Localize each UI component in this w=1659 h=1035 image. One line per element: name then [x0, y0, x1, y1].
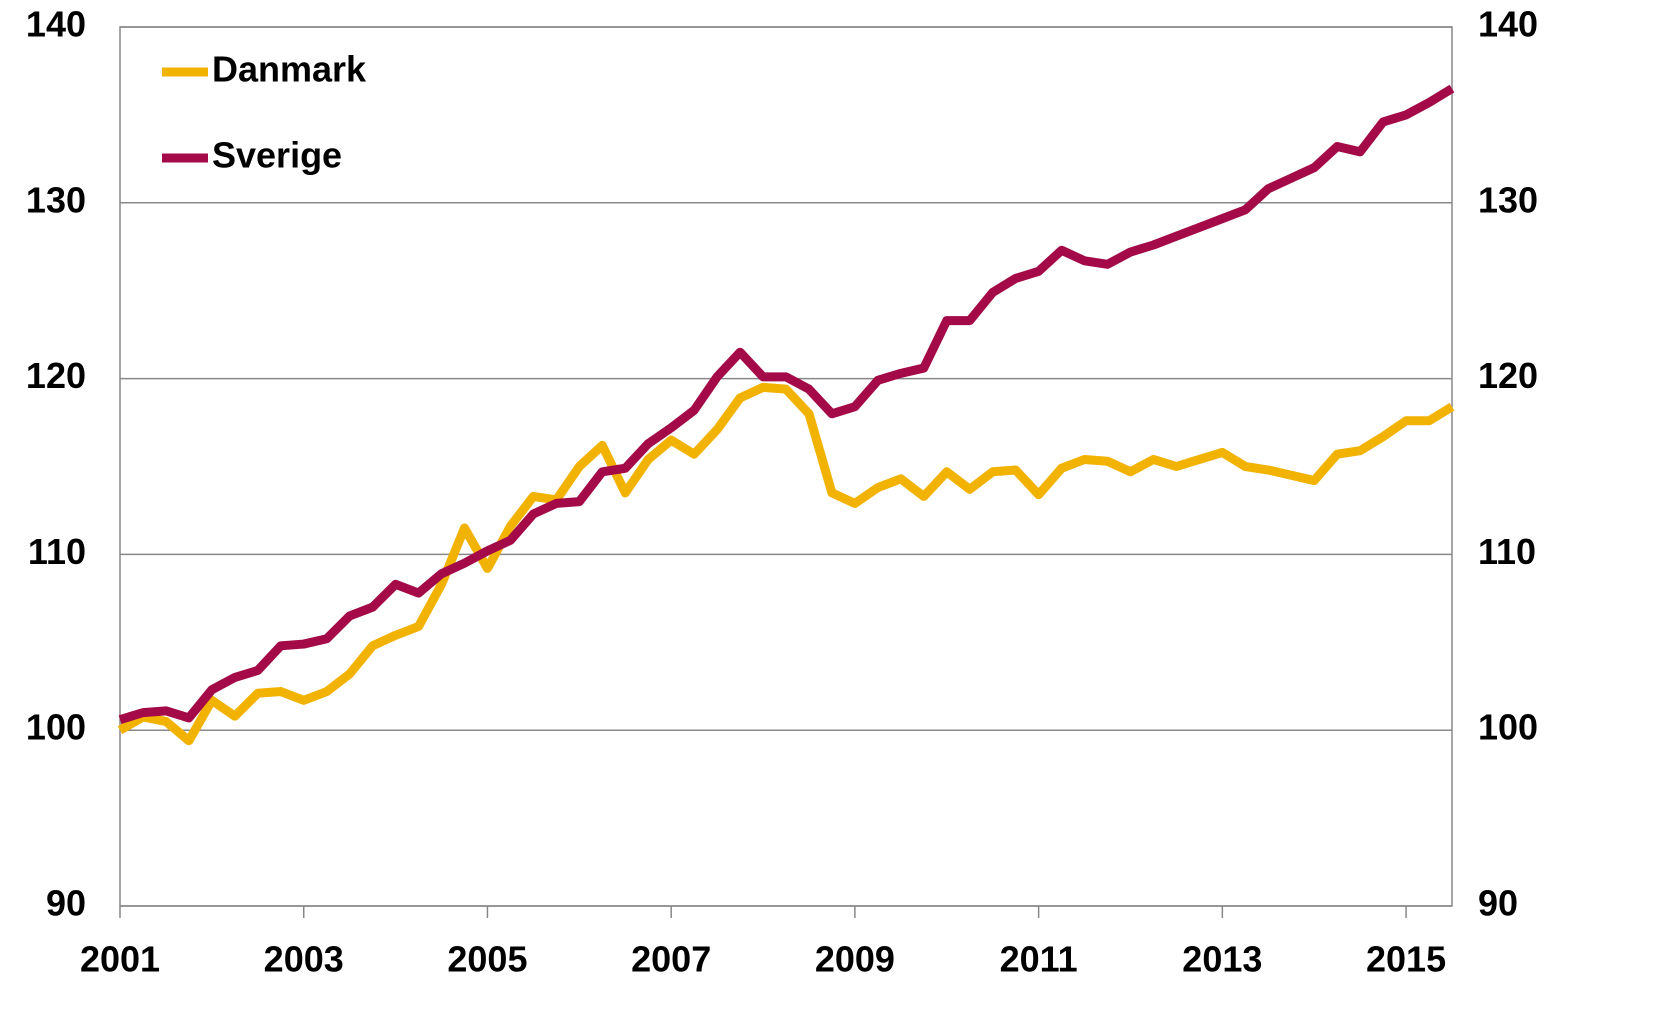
legend-label: Danmark	[212, 49, 367, 90]
x-tick-label: 2009	[815, 939, 895, 980]
y2-tick-label: 140	[1478, 4, 1538, 45]
y-tick-label: 140	[26, 4, 86, 45]
series-line	[118, 84, 1455, 724]
y-tick-label: 100	[26, 707, 86, 748]
x-tick-label: 2015	[1366, 939, 1446, 980]
y2-tick-label: 120	[1478, 355, 1538, 396]
x-tick-label: 2013	[1182, 939, 1262, 980]
y-tick-label: 90	[46, 883, 86, 924]
y2-tick-label: 90	[1478, 883, 1518, 924]
y-tick-label: 130	[26, 179, 86, 220]
y2-tick-label: 130	[1478, 179, 1538, 220]
x-tick-label: 2001	[80, 939, 160, 980]
x-tick-label: 2011	[1000, 939, 1078, 980]
legend-label: Sverige	[212, 135, 342, 176]
x-tick-label: 2003	[264, 939, 344, 980]
y-tick-label: 110	[28, 531, 86, 572]
y2-tick-label: 110	[1478, 531, 1536, 572]
x-tick-label: 2007	[631, 939, 711, 980]
y-tick-label: 120	[26, 355, 86, 396]
series-line	[117, 382, 1455, 746]
x-tick-label: 2005	[447, 939, 527, 980]
y2-tick-label: 100	[1478, 707, 1538, 748]
